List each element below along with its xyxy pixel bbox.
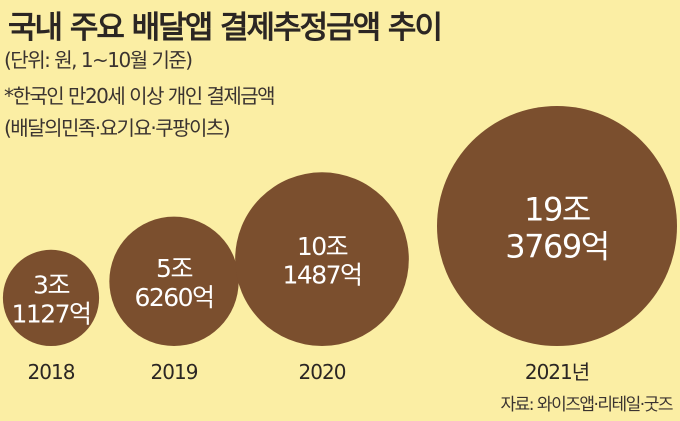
bubble-label-top: 10조 bbox=[297, 232, 348, 261]
bubble-label-bottom: 1127억 bbox=[11, 299, 90, 328]
bubble-label-bottom: 3769억 bbox=[505, 227, 608, 265]
apps-note: (배달의민족·요기요·쿠팡이츠) bbox=[4, 116, 231, 140]
bubble-label-top: 3조 bbox=[33, 271, 69, 300]
bubble-1 bbox=[109, 216, 239, 346]
scope-note: *한국인 만20세 이상 개인 결제금액 bbox=[4, 84, 276, 108]
bubble-label-top: 19조 bbox=[524, 190, 590, 228]
bubble-label-top: 5조 bbox=[156, 254, 192, 283]
bubble-0 bbox=[2, 249, 100, 346]
year-label: 2021년 bbox=[525, 360, 589, 384]
year-label: 2020 bbox=[299, 360, 346, 384]
year-label: 2019 bbox=[151, 360, 198, 384]
source-note: 자료: 와이즈앱·리테일·굿즈 bbox=[500, 395, 674, 415]
bubble-2 bbox=[235, 172, 409, 346]
year-label: 2018 bbox=[28, 360, 75, 384]
chart-title: 국내 주요 배달앱 결제추정금액 추이 bbox=[8, 10, 443, 46]
bubble-label-bottom: 6260억 bbox=[134, 283, 213, 312]
bubble-label-bottom: 1487억 bbox=[282, 261, 361, 290]
unit-note: (단위: 원, 1~10월 기준) bbox=[4, 48, 193, 72]
bubble-3 bbox=[437, 106, 677, 346]
